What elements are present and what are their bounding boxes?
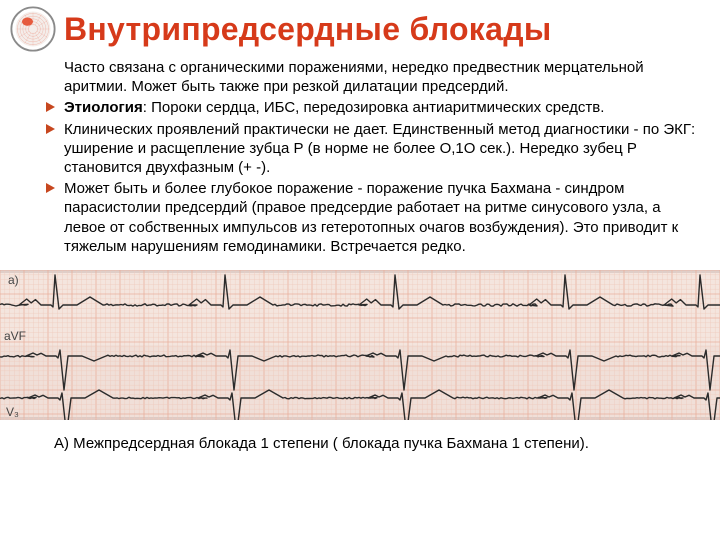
page-title: Внутрипредсердные блокады	[64, 11, 551, 48]
svg-text:aVF: aVF	[4, 329, 26, 343]
header: Внутрипредсердные блокады	[0, 0, 720, 54]
intro-paragraph: Часто связана с органическими поражениям…	[64, 58, 696, 96]
etiology-label: Этиология	[64, 99, 143, 116]
ecg-figure: a) aVF V₃	[0, 270, 720, 425]
figure-caption: А) Межпредсердная блокада 1 степени ( бл…	[0, 425, 720, 452]
bullet-etiology: Этиология: Пороки сердца, ИБС, передозир…	[64, 98, 696, 117]
logo-icon	[10, 6, 56, 52]
bullet-bachmann: Может быть и более глубокое поражение - …	[64, 179, 696, 256]
body-text: Часто связана с органическими поражениям…	[0, 54, 720, 264]
slide: Внутрипредсердные блокады Часто связана …	[0, 0, 720, 540]
etiology-text: : Пороки сердца, ИБС, передозировка анти…	[143, 99, 605, 116]
svg-text:V₃: V₃	[6, 405, 19, 419]
ecg-svg: a) aVF V₃	[0, 270, 720, 420]
bullet-clinical: Клинических проявлений практически не да…	[64, 120, 696, 178]
svg-text:a): a)	[8, 273, 19, 287]
